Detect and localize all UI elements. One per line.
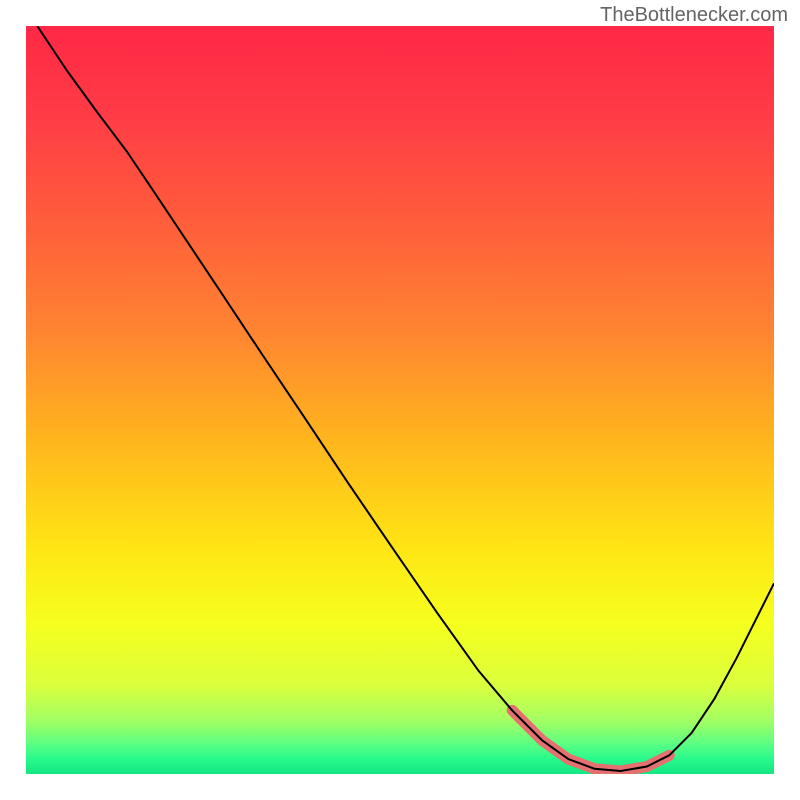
chart-area (26, 26, 774, 774)
watermark-text: TheBottlenecker.com (600, 4, 788, 27)
highlight-segment (512, 710, 669, 771)
main-curve (37, 26, 774, 771)
curve-layer (26, 26, 774, 774)
